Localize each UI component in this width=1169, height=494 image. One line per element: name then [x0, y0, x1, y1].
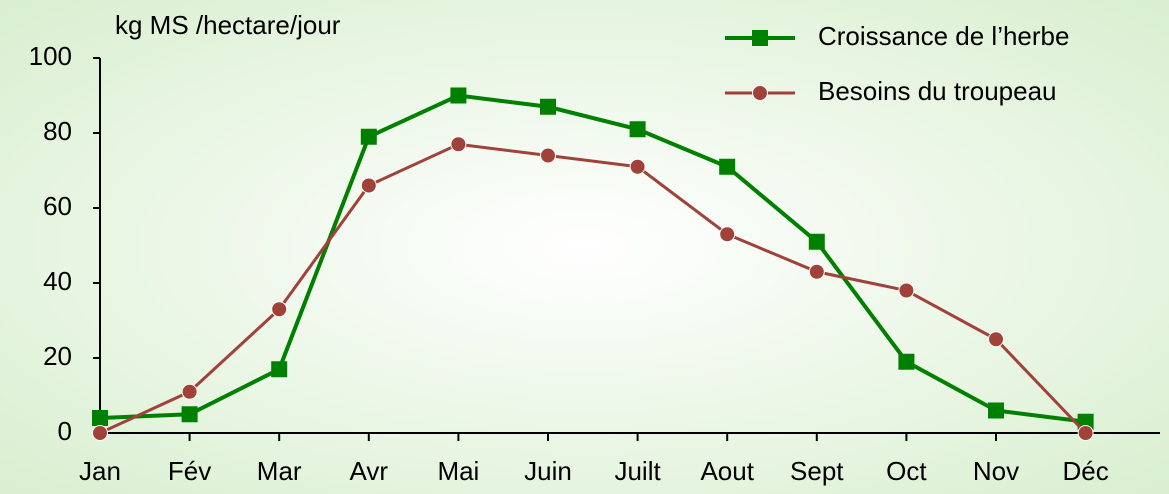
x-tick-label: Juilt — [614, 456, 661, 486]
x-tick-label: Déc — [1062, 456, 1108, 486]
axis-label: kg MS /hectare/jour — [115, 10, 341, 40]
data-point — [540, 98, 556, 115]
x-tick-label: Oct — [886, 456, 927, 486]
y-tick-label: 60 — [43, 191, 72, 221]
x-tick-label: Juin — [524, 456, 572, 486]
series-line — [99, 93, 1086, 424]
y-tick-label: 80 — [43, 116, 72, 146]
data-point — [1077, 425, 1094, 441]
data-point — [271, 301, 288, 318]
data-point — [181, 406, 198, 423]
x-tick-label: Fév — [168, 456, 211, 486]
legend-label: Besoins du troupeau — [818, 76, 1057, 106]
data-point — [719, 158, 736, 175]
data-point — [92, 425, 108, 441]
y-tick-label: 100 — [29, 41, 72, 71]
data-point — [808, 233, 825, 250]
data-point — [808, 263, 825, 280]
data-point — [988, 331, 1004, 348]
y-tick-label: 40 — [43, 266, 72, 296]
x-tick-label: Nov — [973, 456, 1019, 486]
legend-marker — [752, 30, 768, 46]
data-point — [360, 177, 377, 194]
data-point — [360, 128, 377, 145]
data-point — [898, 282, 915, 299]
x-tick-label: Avr — [350, 456, 389, 486]
legend-marker — [752, 85, 768, 101]
x-tick-label: Sept — [790, 456, 844, 486]
data-point — [181, 383, 198, 400]
x-tick-label: Mai — [437, 456, 479, 486]
data-point — [271, 361, 288, 378]
data-point — [898, 353, 915, 370]
data-point — [450, 87, 467, 104]
series-line — [99, 142, 1087, 435]
y-tick-label: 20 — [43, 341, 72, 371]
x-tick-label: Aout — [700, 456, 754, 486]
data-point — [1077, 413, 1094, 430]
x-tick-label: Mar — [257, 456, 302, 486]
data-point — [988, 402, 1004, 419]
legend-label: Croissance de l’herbe — [818, 21, 1069, 51]
data-point — [629, 121, 646, 138]
data-point — [92, 410, 108, 426]
y-tick-label: 0 — [58, 416, 72, 446]
data-point — [629, 158, 646, 175]
data-point — [719, 226, 736, 243]
data-point — [540, 147, 556, 164]
x-tick-label: Jan — [79, 456, 121, 486]
data-point — [450, 136, 467, 153]
